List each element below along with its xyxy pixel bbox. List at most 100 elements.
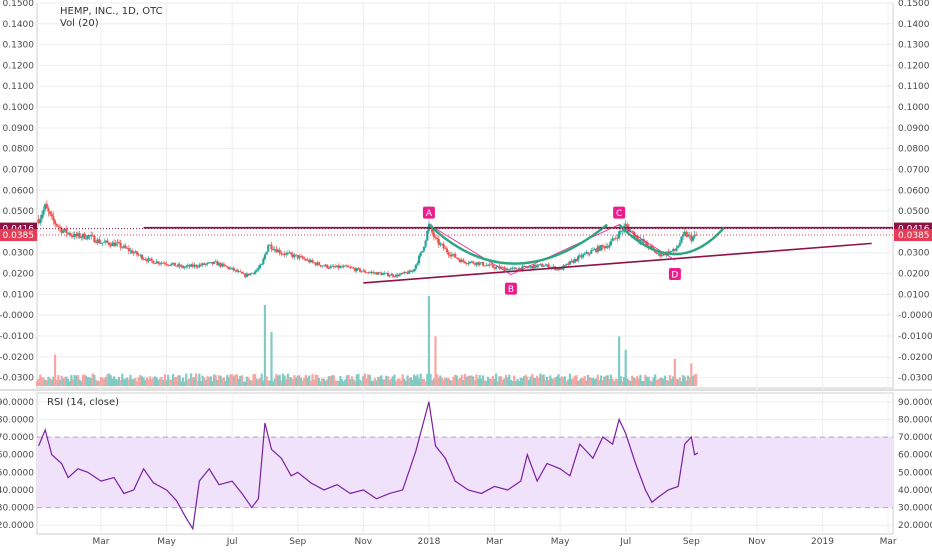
time-tick: Nov: [748, 537, 766, 547]
volume-bar: [683, 376, 686, 386]
volume-bar: [229, 374, 232, 386]
volume-bar: [554, 377, 557, 386]
volume-bar: [178, 375, 181, 386]
candle-body: [447, 252, 450, 256]
candle-body: [116, 242, 119, 244]
candle-body: [137, 254, 140, 256]
candle-body: [570, 260, 573, 262]
volume-bar: [90, 377, 93, 386]
volume-bar: [626, 378, 629, 386]
candle-body: [342, 266, 345, 268]
volume-bar: [650, 381, 654, 386]
volume-bar: [631, 375, 634, 386]
volume-title: Vol (20): [60, 18, 99, 29]
price-tick-right: 0.0500: [898, 207, 930, 217]
volume-bar: [486, 376, 490, 386]
candle-body: [508, 269, 511, 271]
support-line: [363, 242, 872, 284]
volume-bar: [93, 374, 96, 386]
price-tag-right-bg: [894, 229, 932, 242]
volume-bar: [549, 375, 552, 386]
candle-body: [247, 273, 250, 276]
volume-bar: [132, 378, 135, 386]
candle-body: [600, 245, 603, 251]
volume-bar: [395, 381, 398, 386]
price-tick-left: 0.1000: [3, 103, 35, 113]
candle-body: [578, 255, 581, 257]
time-tick: Sep: [289, 537, 306, 547]
candle-body: [62, 230, 65, 233]
volume-bar: [621, 381, 624, 386]
time-tick: 2018: [417, 537, 440, 547]
volume-bar: [303, 377, 306, 386]
candle-body: [106, 240, 109, 243]
candle-body: [365, 272, 368, 274]
volume-bar: [68, 381, 71, 386]
volume-bar: [662, 378, 665, 386]
volume-bar: [49, 378, 52, 386]
volume-bar: [304, 374, 308, 386]
candle-body: [249, 273, 252, 276]
candle-body: [94, 242, 98, 243]
candle-body: [439, 243, 442, 245]
candle-body: [670, 251, 673, 252]
volume-bar: [462, 379, 465, 386]
volume-bar: [245, 376, 249, 386]
volume-bar: [234, 374, 237, 386]
volume-bar: [460, 374, 463, 386]
volume-bar: [463, 373, 467, 386]
rsi-tick-right: 90.0000: [898, 398, 932, 408]
candle-body: [540, 264, 544, 267]
volume-bar: [516, 378, 519, 386]
candle-body: [253, 271, 257, 274]
volume-bar: [657, 379, 660, 386]
candle-body: [140, 254, 144, 260]
candle-body: [85, 238, 88, 240]
volume-bar: [134, 377, 137, 386]
volume-bar: [386, 376, 390, 386]
pattern-point-badge: [613, 206, 626, 219]
volume-bar: [44, 379, 47, 386]
candle-body: [262, 259, 265, 265]
volume-bar: [472, 376, 475, 386]
volume-bar: [293, 375, 296, 386]
candle-body: [306, 259, 309, 261]
volume-bar: [340, 379, 344, 386]
volume-bar: [294, 377, 298, 386]
candle-body: [673, 248, 677, 251]
candle-body: [114, 243, 117, 247]
volume-bar: [99, 377, 103, 386]
volume-bar: [568, 373, 572, 386]
rsi-tick-left: 90.0000: [0, 398, 34, 408]
volume-bar: [260, 373, 263, 386]
time-tick: Sep: [683, 537, 700, 547]
price-tick-right: -0.0300: [898, 374, 932, 384]
volume-bar: [332, 375, 335, 386]
volume-bar: [619, 376, 622, 386]
volume-bar: [308, 375, 311, 386]
volume-bar: [504, 375, 508, 386]
volume-bar: [39, 374, 42, 386]
price-tick-left: -0.0100: [0, 332, 34, 342]
volume-bar: [427, 296, 431, 386]
volume-bar: [572, 378, 575, 386]
volume-bar: [316, 375, 319, 386]
candle-body: [470, 261, 473, 263]
candle-body: [267, 245, 270, 252]
volume-bar: [53, 354, 57, 386]
candle-body: [542, 266, 545, 267]
candle-body: [91, 235, 94, 237]
candle-body: [40, 214, 44, 219]
candle-body: [524, 266, 527, 268]
candle-body: [162, 262, 165, 264]
volume-bar: [270, 332, 273, 386]
price-tag-left-bg: [0, 229, 37, 242]
candle-body: [152, 260, 155, 264]
volume-bar: [452, 376, 455, 386]
candle-body: [347, 266, 350, 268]
volume-bar: [478, 374, 481, 386]
volume-bar: [567, 379, 570, 386]
volume-bar: [80, 381, 83, 386]
